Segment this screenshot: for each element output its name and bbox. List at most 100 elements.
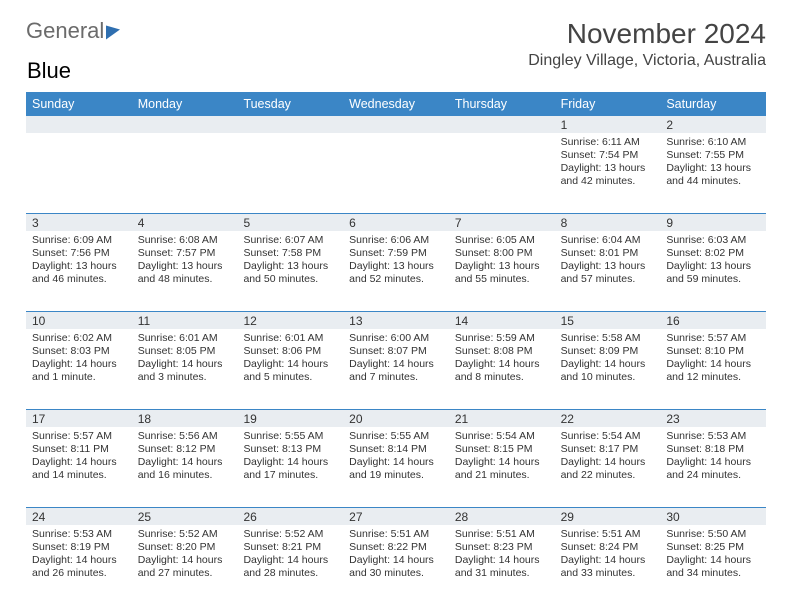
date-number: 21 — [449, 410, 555, 427]
day-info-line: Daylight: 13 hours — [455, 260, 549, 273]
date-number: 30 — [660, 508, 766, 525]
day-info-line: Sunset: 7:54 PM — [561, 149, 655, 162]
day-cell: Sunrise: 5:55 AMSunset: 8:13 PMDaylight:… — [237, 427, 343, 505]
day-info-line: Sunset: 7:56 PM — [32, 247, 126, 260]
day-cell: Sunrise: 5:52 AMSunset: 8:20 PMDaylight:… — [132, 525, 238, 603]
date-number: 1 — [555, 116, 661, 133]
day-info-line: Sunrise: 5:53 AM — [666, 430, 760, 443]
day-info-line: Daylight: 13 hours — [138, 260, 232, 273]
day-info-line: and 7 minutes. — [349, 371, 443, 384]
day-info-line: Sunrise: 6:09 AM — [32, 234, 126, 247]
day-info-line: and 59 minutes. — [666, 273, 760, 286]
day-cell: Sunrise: 6:04 AMSunset: 8:01 PMDaylight:… — [555, 231, 661, 309]
day-info-line: Sunset: 8:05 PM — [138, 345, 232, 358]
day-cell: Sunrise: 6:09 AMSunset: 7:56 PMDaylight:… — [26, 231, 132, 309]
day-cell — [343, 133, 449, 211]
day-info-line: Sunset: 8:21 PM — [243, 541, 337, 554]
date-number: 11 — [132, 312, 238, 329]
day-info-line: Sunrise: 5:58 AM — [561, 332, 655, 345]
day-info-line: and 31 minutes. — [455, 567, 549, 580]
date-number: 5 — [237, 214, 343, 231]
date-number: 20 — [343, 410, 449, 427]
day-info-line: Sunset: 8:19 PM — [32, 541, 126, 554]
weekday-header-cell: Friday — [555, 92, 661, 116]
day-info-line: Sunrise: 5:54 AM — [455, 430, 549, 443]
day-info-line: and 14 minutes. — [32, 469, 126, 482]
day-info-line: Daylight: 13 hours — [666, 162, 760, 175]
day-info-line: and 44 minutes. — [666, 175, 760, 188]
date-number: 18 — [132, 410, 238, 427]
day-info-line: and 8 minutes. — [455, 371, 549, 384]
day-cell: Sunrise: 6:05 AMSunset: 8:00 PMDaylight:… — [449, 231, 555, 309]
day-cell: Sunrise: 6:11 AMSunset: 7:54 PMDaylight:… — [555, 133, 661, 211]
day-info-line: Sunset: 8:00 PM — [455, 247, 549, 260]
day-info-line: and 46 minutes. — [32, 273, 126, 286]
day-info-line: and 3 minutes. — [138, 371, 232, 384]
date-number: 10 — [26, 312, 132, 329]
day-info-line: and 17 minutes. — [243, 469, 337, 482]
day-info-line: Sunrise: 6:03 AM — [666, 234, 760, 247]
day-info-line: Daylight: 14 hours — [32, 456, 126, 469]
day-info-line: Sunset: 8:22 PM — [349, 541, 443, 554]
day-info-line: Sunrise: 5:51 AM — [349, 528, 443, 541]
brand-logo: General — [26, 18, 120, 44]
brand-part2: Blue — [27, 58, 71, 83]
day-cell: Sunrise: 5:53 AMSunset: 8:19 PMDaylight:… — [26, 525, 132, 603]
day-info-line: Daylight: 13 hours — [561, 260, 655, 273]
week-row: Sunrise: 6:09 AMSunset: 7:56 PM Daylight:… — [26, 231, 766, 309]
day-info-line: Sunset: 7:59 PM — [349, 247, 443, 260]
day-cell: Sunrise: 6:03 AMSunset: 8:02 PMDaylight:… — [660, 231, 766, 309]
date-number: 25 — [132, 508, 238, 525]
date-number: 19 — [237, 410, 343, 427]
date-number: 22 — [555, 410, 661, 427]
weekday-header-cell: Monday — [132, 92, 238, 116]
weekday-header-cell: Tuesday — [237, 92, 343, 116]
day-info-line: Daylight: 14 hours — [138, 554, 232, 567]
date-number: 24 — [26, 508, 132, 525]
day-info-line: Daylight: 14 hours — [138, 456, 232, 469]
day-cell: Sunrise: 5:54 AMSunset: 8:15 PMDaylight:… — [449, 427, 555, 505]
day-cell: Sunrise: 6:00 AMSunset: 8:07 PMDaylight:… — [343, 329, 449, 407]
day-info-line: Sunrise: 5:50 AM — [666, 528, 760, 541]
date-number — [449, 116, 555, 133]
day-info-line: and 28 minutes. — [243, 567, 337, 580]
day-info-line: Sunset: 8:24 PM — [561, 541, 655, 554]
day-info-line: Sunset: 8:15 PM — [455, 443, 549, 456]
day-info-line: and 30 minutes. — [349, 567, 443, 580]
day-info-line: Sunset: 8:11 PM — [32, 443, 126, 456]
date-number-row: 17181920212223 — [26, 410, 766, 427]
day-info-line: Daylight: 14 hours — [349, 554, 443, 567]
day-info-line: and 16 minutes. — [138, 469, 232, 482]
day-cell: Sunrise: 5:52 AMSunset: 8:21 PMDaylight:… — [237, 525, 343, 603]
day-info-line: Sunrise: 6:10 AM — [666, 136, 760, 149]
day-info-line: Sunrise: 5:51 AM — [455, 528, 549, 541]
date-number: 13 — [343, 312, 449, 329]
day-info-line: Daylight: 14 hours — [561, 554, 655, 567]
date-number: 7 — [449, 214, 555, 231]
day-cell: Sunrise: 5:57 AMSunset: 8:10 PMDaylight:… — [660, 329, 766, 407]
day-cell: Sunrise: 5:53 AMSunset: 8:18 PMDaylight:… — [660, 427, 766, 505]
day-info-line: Sunrise: 5:56 AM — [138, 430, 232, 443]
day-info-line: Daylight: 14 hours — [243, 358, 337, 371]
day-info-line: Daylight: 14 hours — [561, 456, 655, 469]
date-number: 4 — [132, 214, 238, 231]
day-cell: Sunrise: 6:01 AMSunset: 8:05 PMDaylight:… — [132, 329, 238, 407]
day-info-line: Sunrise: 6:06 AM — [349, 234, 443, 247]
day-info-line: Daylight: 14 hours — [455, 358, 549, 371]
day-cell: Sunrise: 5:50 AMSunset: 8:25 PMDaylight:… — [660, 525, 766, 603]
day-info-line: Sunset: 7:58 PM — [243, 247, 337, 260]
day-info-line: and 42 minutes. — [561, 175, 655, 188]
day-info-line: Daylight: 14 hours — [455, 554, 549, 567]
day-info-line: Daylight: 14 hours — [455, 456, 549, 469]
date-number — [26, 116, 132, 133]
day-info-line: Daylight: 14 hours — [561, 358, 655, 371]
week-row: Sunrise: 5:53 AMSunset: 8:19 PMDaylight:… — [26, 525, 766, 603]
day-info-line: and 57 minutes. — [561, 273, 655, 286]
day-info-line: and 19 minutes. — [349, 469, 443, 482]
day-info-line: Sunrise: 6:08 AM — [138, 234, 232, 247]
weekday-header-cell: Thursday — [449, 92, 555, 116]
location-label: Dingley Village, Victoria, Australia — [528, 52, 766, 70]
day-info-line: Daylight: 13 hours — [349, 260, 443, 273]
day-info-line: Sunset: 8:10 PM — [666, 345, 760, 358]
week-row: Sunrise: 5:57 AMSunset: 8:11 PMDaylight:… — [26, 427, 766, 505]
